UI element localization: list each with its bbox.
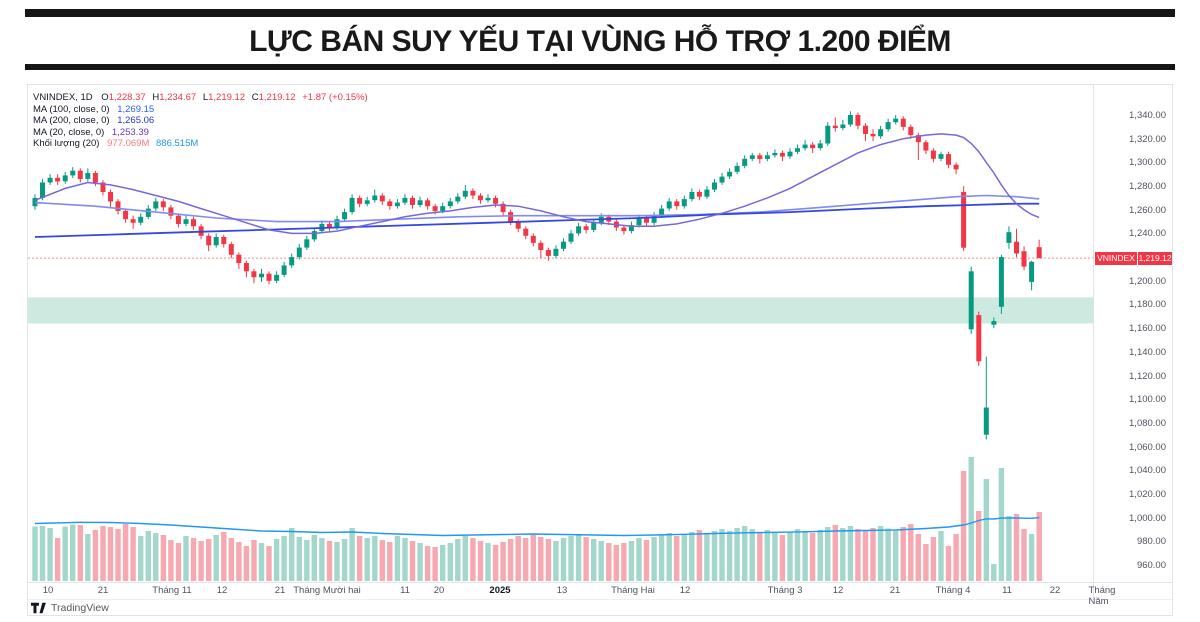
volume-value: 977.069M [107, 138, 150, 149]
price-tick: 960.00 [1136, 560, 1166, 571]
price-tick: 1,160.00 [1129, 323, 1166, 334]
volume-ma-value: 886.515M [156, 138, 199, 149]
price-tick: 1,120.00 [1129, 371, 1166, 382]
low-value: 1,219.12 [208, 92, 246, 103]
legend-row-volume[interactable]: Khối lượng (20) 977.069M 886.515M [33, 138, 199, 149]
time-tick: 13 [556, 585, 568, 596]
time-tick: Tháng Mười hai [293, 585, 361, 596]
tradingview-logo-icon [31, 602, 46, 614]
price-tick: 1,280.00 [1129, 181, 1166, 192]
time-tick: 11 [400, 585, 410, 596]
chart-headline: LỰC BÁN SUY YẾU TẠI VÙNG HỖ TRỢ 1.200 ĐI… [249, 25, 951, 58]
time-tick: Tháng 4 [935, 585, 971, 596]
price-tick: 1,340.00 [1129, 110, 1166, 121]
time-tick: 12 [216, 585, 228, 596]
tradingview-chart-widget[interactable] [27, 84, 1173, 616]
price-axis[interactable]: 1,340.00 1,320.00 1,300.00 1,280.00 1,260.00… [1094, 84, 1172, 582]
price-tick: 1,320.00 [1129, 134, 1166, 145]
headline-bottom-rule [25, 64, 1175, 70]
badge-symbol: VNINDEX [1095, 252, 1137, 265]
price-tick: 1,060.00 [1129, 442, 1166, 453]
time-tick: 21 [97, 585, 109, 596]
price-tick: 1,240.00 [1129, 228, 1166, 239]
price-tick: 980.00 [1136, 536, 1166, 547]
time-tick: 20 [433, 585, 445, 596]
time-tick: Tháng 3 [767, 585, 803, 596]
high-value: 1,234.67 [159, 92, 197, 103]
time-tick: Tháng 11 [152, 585, 192, 596]
open-value: 1,228.37 [108, 92, 146, 103]
price-tick: 1,020.00 [1129, 489, 1166, 500]
price-tick: 1,000.00 [1129, 513, 1166, 524]
price-tick: 1,100.00 [1129, 394, 1166, 405]
ma100-value: 1,269.15 [117, 103, 155, 115]
price-tick: 1,140.00 [1129, 347, 1166, 358]
time-tick: 2025 [489, 585, 511, 596]
price-tick: 1,040.00 [1129, 465, 1166, 476]
legend-row-ma100[interactable]: MA (100, close, 0) 1,269.15 [33, 103, 155, 115]
time-tick: 12 [832, 585, 844, 596]
time-axis[interactable]: 10 21 Tháng 11 12 21 Tháng Mười hai 11 20 2025 13… [28, 582, 1116, 607]
close-value: 1,219.12 [258, 92, 296, 103]
headline-top-rule [25, 9, 1175, 17]
attribution-separator [28, 599, 1172, 600]
ma200-value: 1,265.06 [117, 115, 155, 126]
chart-legend: VNINDEX, 1D O1,228.37 H1,234.67 L1,219.1… [33, 92, 372, 150]
legend-row-symbol[interactable]: VNINDEX, 1D O1,228.37 H1,234.67 L1,219.1… [33, 92, 368, 103]
time-tick: 12 [679, 585, 691, 596]
axis-separator-horizontal [28, 582, 1172, 583]
tradingview-brand-text: TradingView [51, 602, 109, 614]
time-tick: 22 [1049, 585, 1061, 596]
price-tick: 1,300.00 [1129, 157, 1166, 168]
price-tick: 1,200.00 [1129, 276, 1166, 287]
legend-row-ma200[interactable]: MA (200, close, 0) 1,265.06 [33, 115, 155, 126]
last-price-badge: VNINDEX 1,219.12 [1095, 252, 1172, 265]
symbol-label: VNINDEX, 1D [33, 92, 93, 103]
time-tick: 11 [1002, 585, 1012, 596]
axis-separator-vertical [1093, 84, 1094, 599]
price-tick: 1,080.00 [1129, 418, 1166, 429]
time-tick: 10 [42, 585, 54, 596]
tradingview-attribution[interactable]: TradingView [31, 601, 109, 615]
time-tick: Tháng Năm [1088, 585, 1116, 607]
price-tick: 1,260.00 [1129, 205, 1166, 216]
ma20-value: 1,253.39 [111, 126, 149, 138]
time-tick: 21 [274, 585, 286, 596]
legend-row-ma20[interactable]: MA (20, close, 0) 1,253.39 [33, 126, 149, 138]
time-tick: 21 [889, 585, 901, 596]
badge-price: 1,219.12 [1138, 252, 1172, 265]
change-value: +1.87 (+0.15%) [302, 92, 368, 103]
price-tick: 1,180.00 [1129, 299, 1166, 310]
time-tick: Tháng Hai [611, 585, 655, 596]
